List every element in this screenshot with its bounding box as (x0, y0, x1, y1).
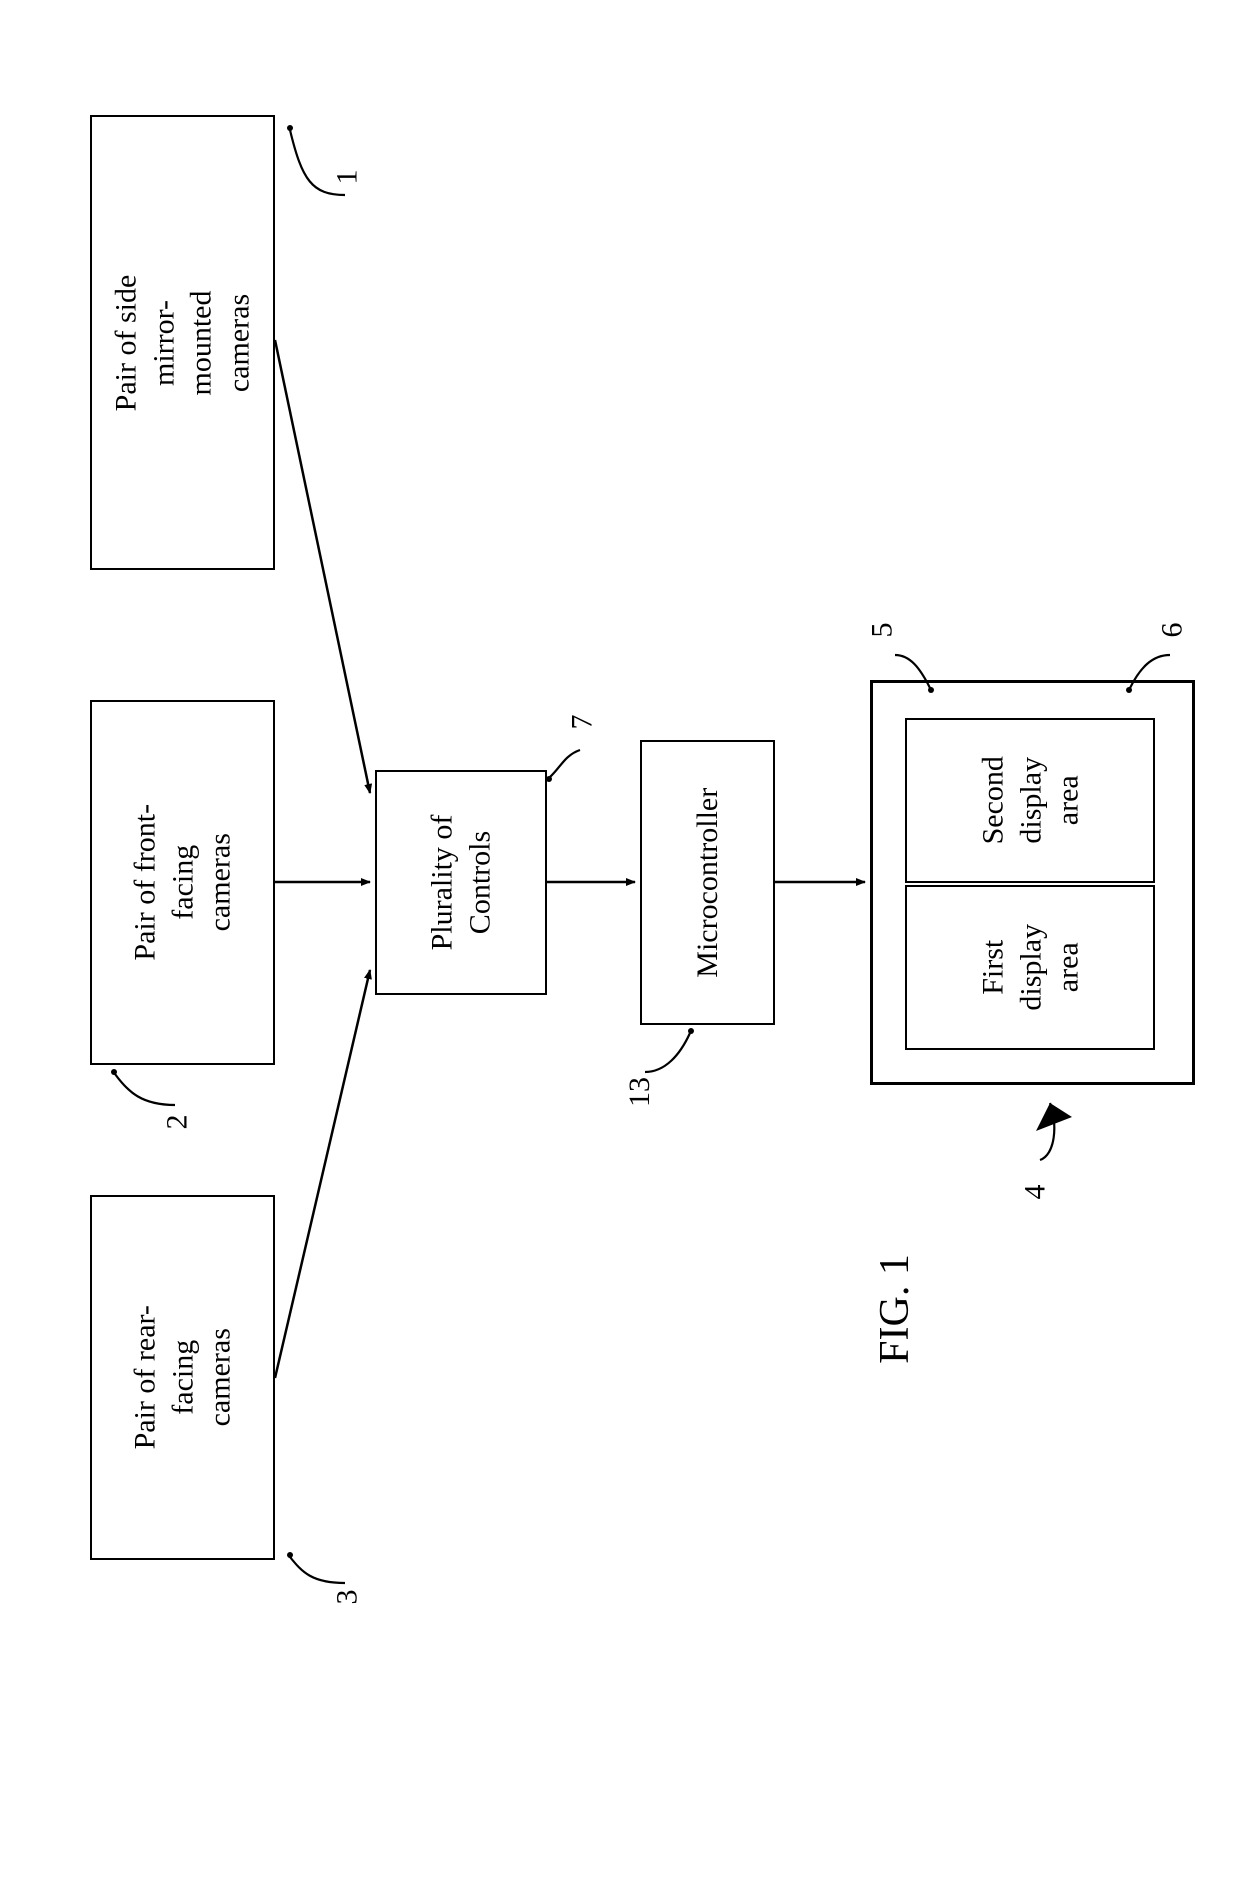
box-second-display-area: Seconddisplayarea (905, 718, 1155, 883)
box-side-mirror-cameras: Pair of side mirror-mountedcameras (90, 115, 275, 570)
box-microcontroller-label: Microcontroller (689, 788, 727, 978)
box-rear-facing-label: Pair of rear-facingcameras (126, 1295, 239, 1460)
ref-label-1: 1 (331, 170, 365, 185)
box-first-display-label: Firstdisplayarea (974, 885, 1087, 1050)
box-first-display-area: Firstdisplayarea (905, 885, 1155, 1050)
ref-label-2: 2 (161, 1115, 195, 1130)
ref-label-7: 7 (566, 715, 600, 730)
ref-label-5: 5 (866, 623, 900, 638)
box-side-mirror-label: Pair of side mirror-mountedcameras (108, 260, 258, 425)
box-front-facing-cameras: Pair of front-facingcameras (90, 700, 275, 1065)
ref-label-13: 13 (623, 1077, 657, 1107)
box-controls-label: Plurality ofControls (424, 807, 499, 959)
figure-caption: FIG. 1 (871, 1254, 919, 1364)
diagram-stage: Pair of side mirror-mountedcameras Pair … (0, 0, 1240, 1885)
box-microcontroller: Microcontroller (640, 740, 775, 1025)
ref-label-4: 4 (1019, 1185, 1053, 1200)
ref-label-6: 6 (1156, 623, 1190, 638)
ref-label-3: 3 (331, 1590, 365, 1605)
box-front-facing-label: Pair of front-facingcameras (126, 800, 239, 965)
box-second-display-label: Seconddisplayarea (974, 718, 1087, 883)
box-plurality-of-controls: Plurality ofControls (375, 770, 547, 995)
box-rear-facing-cameras: Pair of rear-facingcameras (90, 1195, 275, 1560)
